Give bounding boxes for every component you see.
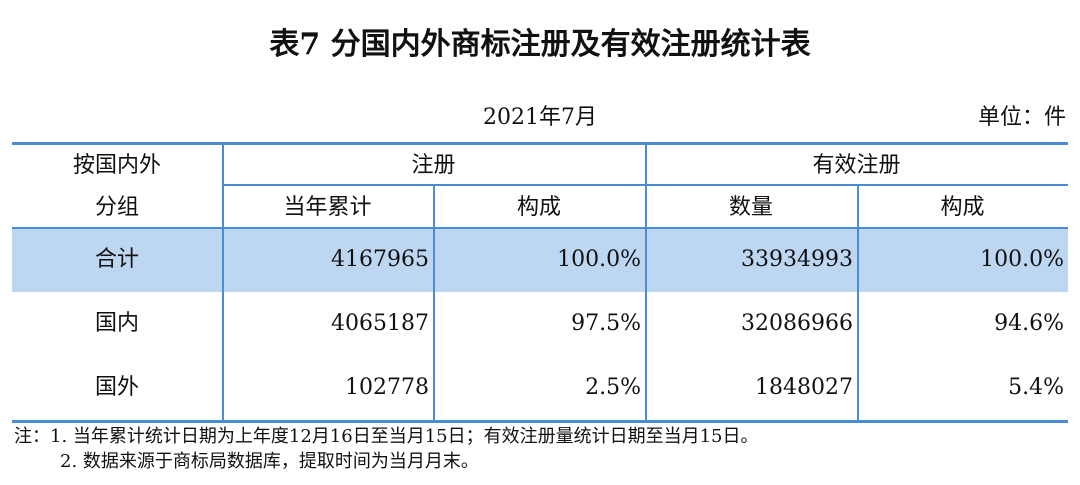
header-cell: 分组 [94, 195, 139, 220]
cell: 4065187 [331, 311, 429, 336]
unit: 单位：件 [977, 105, 1066, 130]
row-label: 国外 [94, 375, 139, 400]
header-cell: 数量 [728, 195, 773, 220]
cell: 4167965 [331, 247, 429, 272]
rule [857, 185, 859, 421]
cell: 100.0% [557, 247, 641, 272]
cell: 94.6% [994, 311, 1064, 336]
header-cell: 构成 [516, 195, 561, 220]
row-label: 合计 [94, 247, 139, 272]
cell: 97.5% [571, 311, 641, 336]
table-border [12, 142, 1068, 145]
header-cell: 当年累计 [283, 195, 372, 220]
header-cell: 构成 [940, 195, 985, 220]
row-highlight [12, 228, 1068, 292]
cell: 33934993 [741, 247, 853, 272]
date: 2021年7月 [483, 105, 597, 130]
cell: 102778 [345, 375, 429, 400]
header-cell: 按国内外 [72, 153, 161, 178]
rule [12, 227, 1068, 229]
note: 2. 数据来源于商标局数据库，提取时间为当月月末。 [60, 451, 479, 472]
note: 注：1. 当年累计统计日期为上年度12月16日至当月15日；有效注册量统计日期至… [14, 426, 759, 447]
rule [645, 143, 647, 421]
cell: 100.0% [980, 247, 1064, 272]
row-label: 国内 [94, 311, 139, 336]
header-cell: 注册 [411, 153, 456, 178]
cell: 32086966 [741, 311, 853, 336]
header-cell: 有效注册 [812, 153, 901, 178]
table-border [12, 420, 1068, 423]
rule [433, 185, 435, 421]
cell: 5.4% [1008, 375, 1064, 400]
cell: 1848027 [755, 375, 853, 400]
title: 表7 分国内外商标注册及有效注册统计表 [269, 27, 811, 62]
cell: 2.5% [585, 375, 641, 400]
rule [222, 143, 224, 421]
